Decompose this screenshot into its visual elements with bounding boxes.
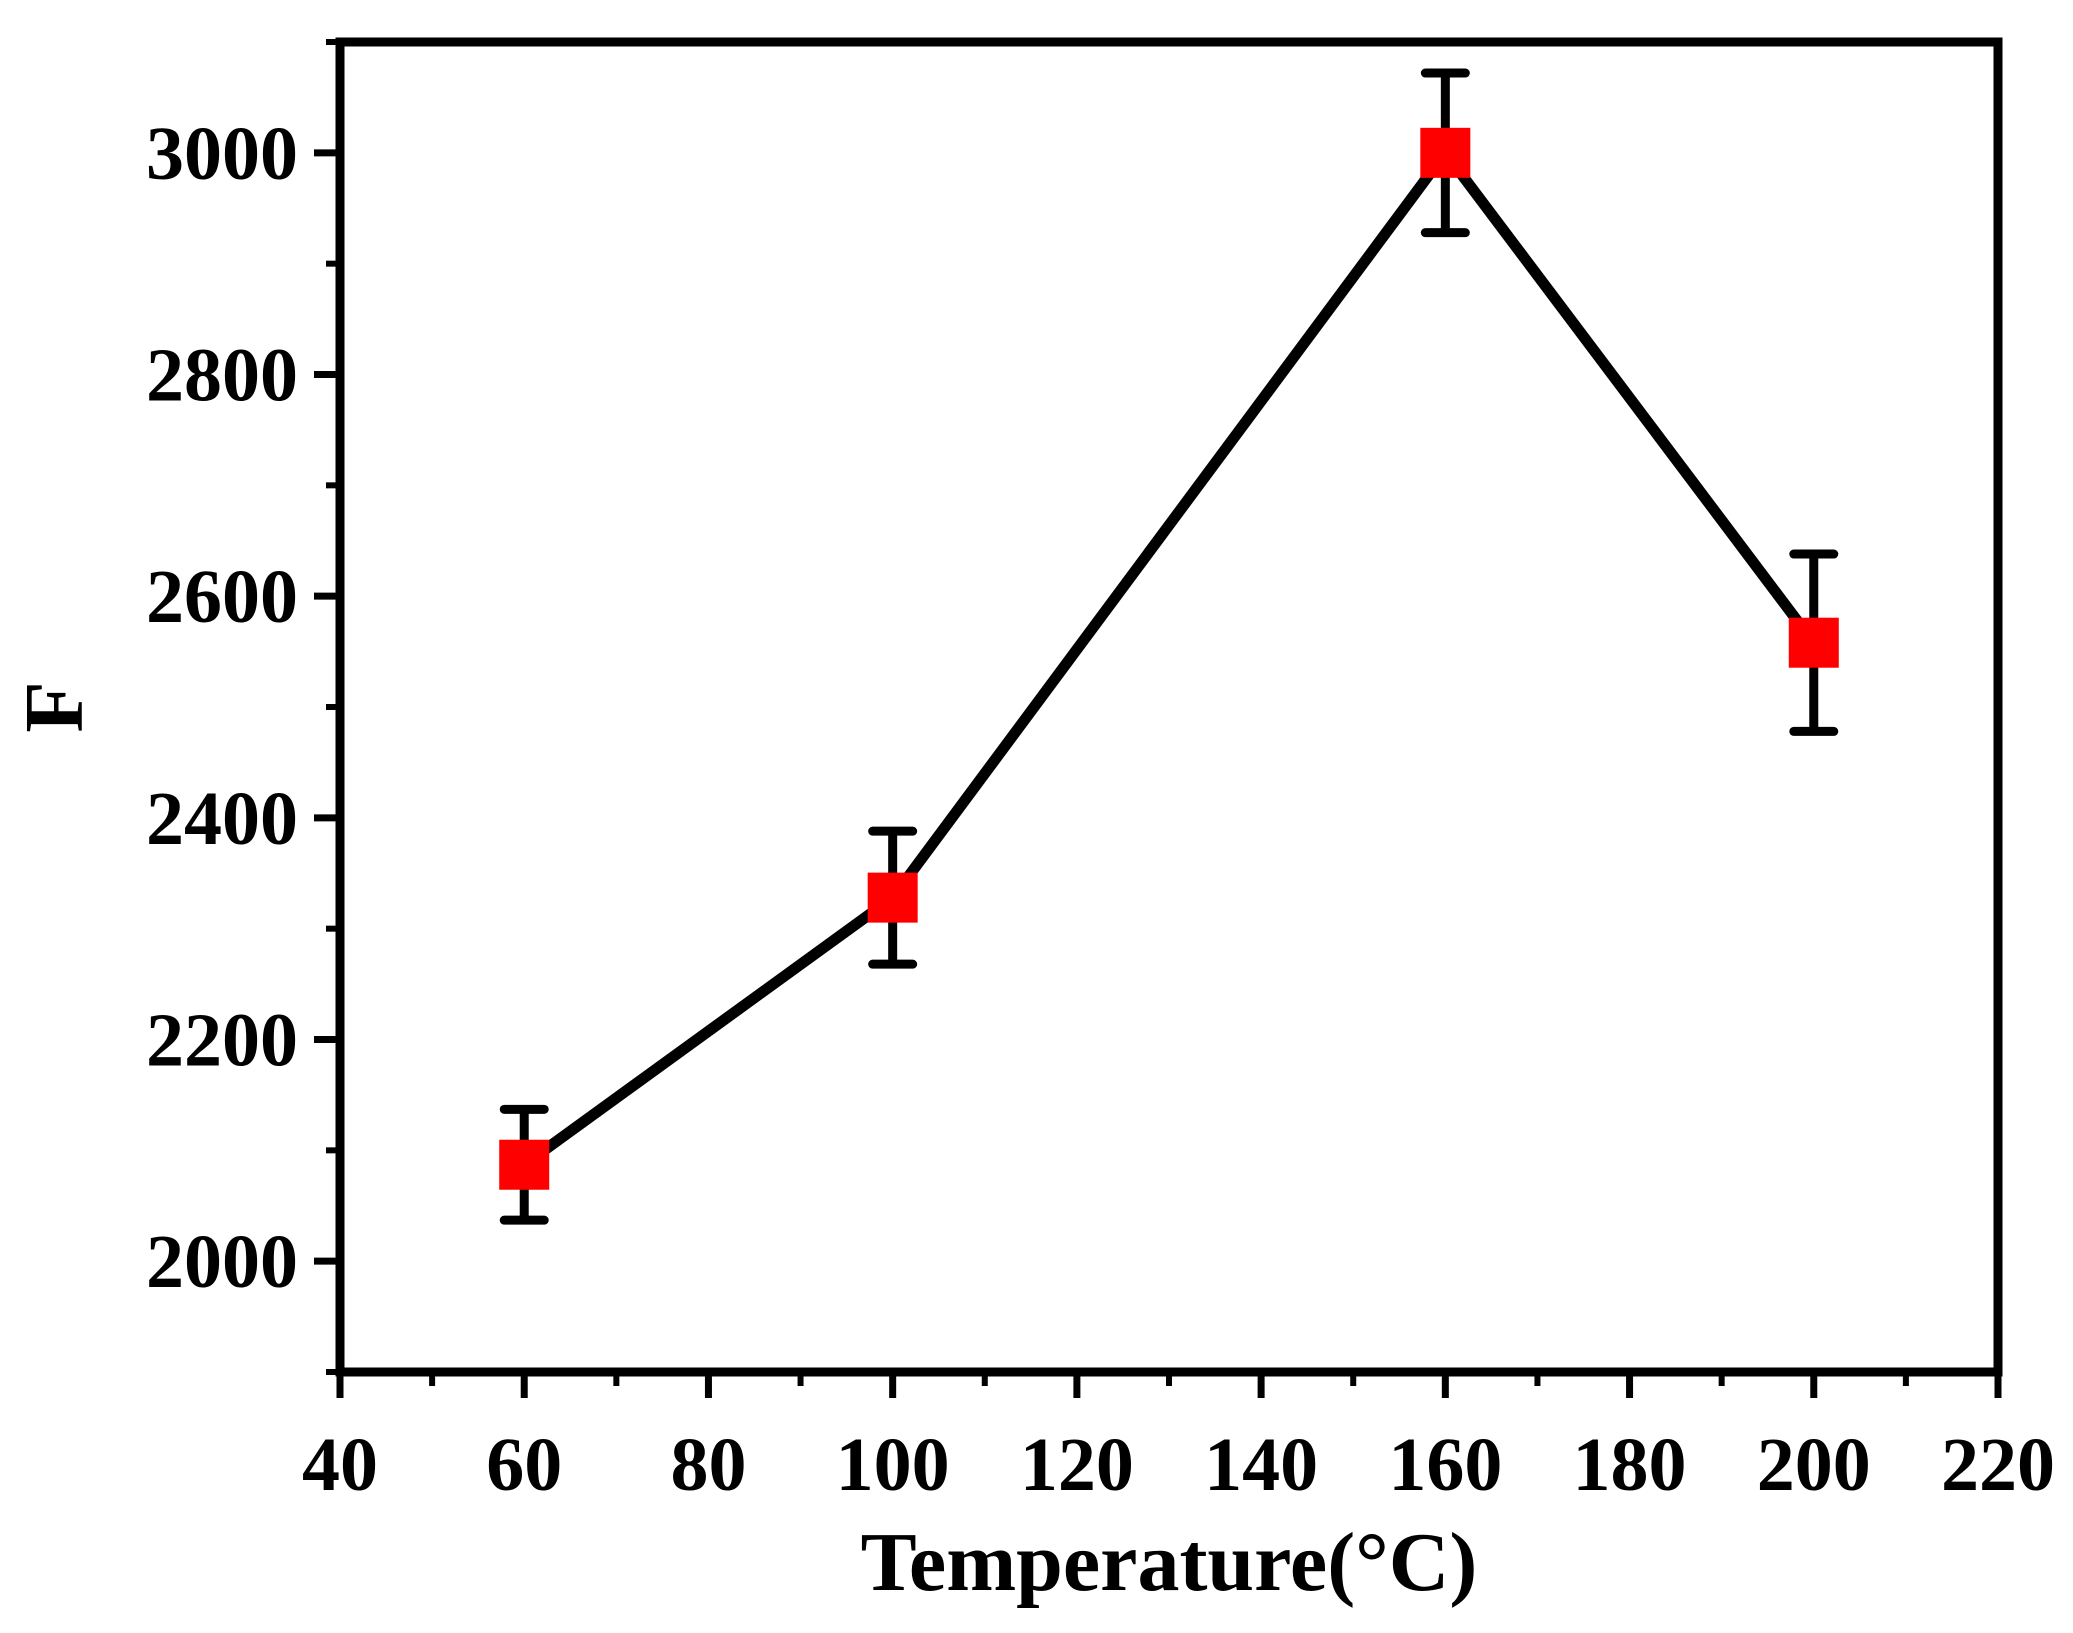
x-axis-title: Temperature(°C): [861, 1516, 1478, 1609]
data-point-marker: [499, 1139, 550, 1190]
y-tick-label: 2000: [146, 1220, 298, 1304]
x-tick-label: 140: [1204, 1423, 1318, 1507]
x-tick-label: 160: [1388, 1423, 1502, 1507]
y-tick-label: 3000: [146, 112, 298, 196]
x-tick-labels: 40 60 80 100 120 140 160 180 200 220: [302, 1423, 2055, 1507]
y-tick-label: 2800: [146, 334, 298, 418]
data-point-marker: [1420, 127, 1471, 178]
x-tick-label: 40: [302, 1423, 378, 1507]
x-tick-label: 120: [1020, 1423, 1134, 1507]
x-tick-label: 220: [1941, 1423, 2055, 1507]
y-tick-label: 2400: [146, 777, 298, 861]
y-tick-label: 2600: [146, 555, 298, 639]
data-point-marker: [867, 872, 918, 923]
x-tick-label: 60: [486, 1423, 562, 1507]
y-tick-labels: 2000 2200 2400 2600 2800 3000: [146, 112, 298, 1304]
data-point-marker: [1788, 617, 1839, 668]
y-tick-label: 2200: [146, 999, 298, 1083]
x-tick-label: 200: [1757, 1423, 1871, 1507]
x-tick-label: 180: [1573, 1423, 1687, 1507]
plot-frame: [335, 37, 2003, 1377]
series-line: [520, 143, 1819, 1170]
x-tick-label: 100: [836, 1423, 950, 1507]
series-layer: [499, 68, 1839, 1225]
y-axis-title: F: [8, 681, 101, 732]
x-tick-label: 80: [670, 1423, 746, 1507]
